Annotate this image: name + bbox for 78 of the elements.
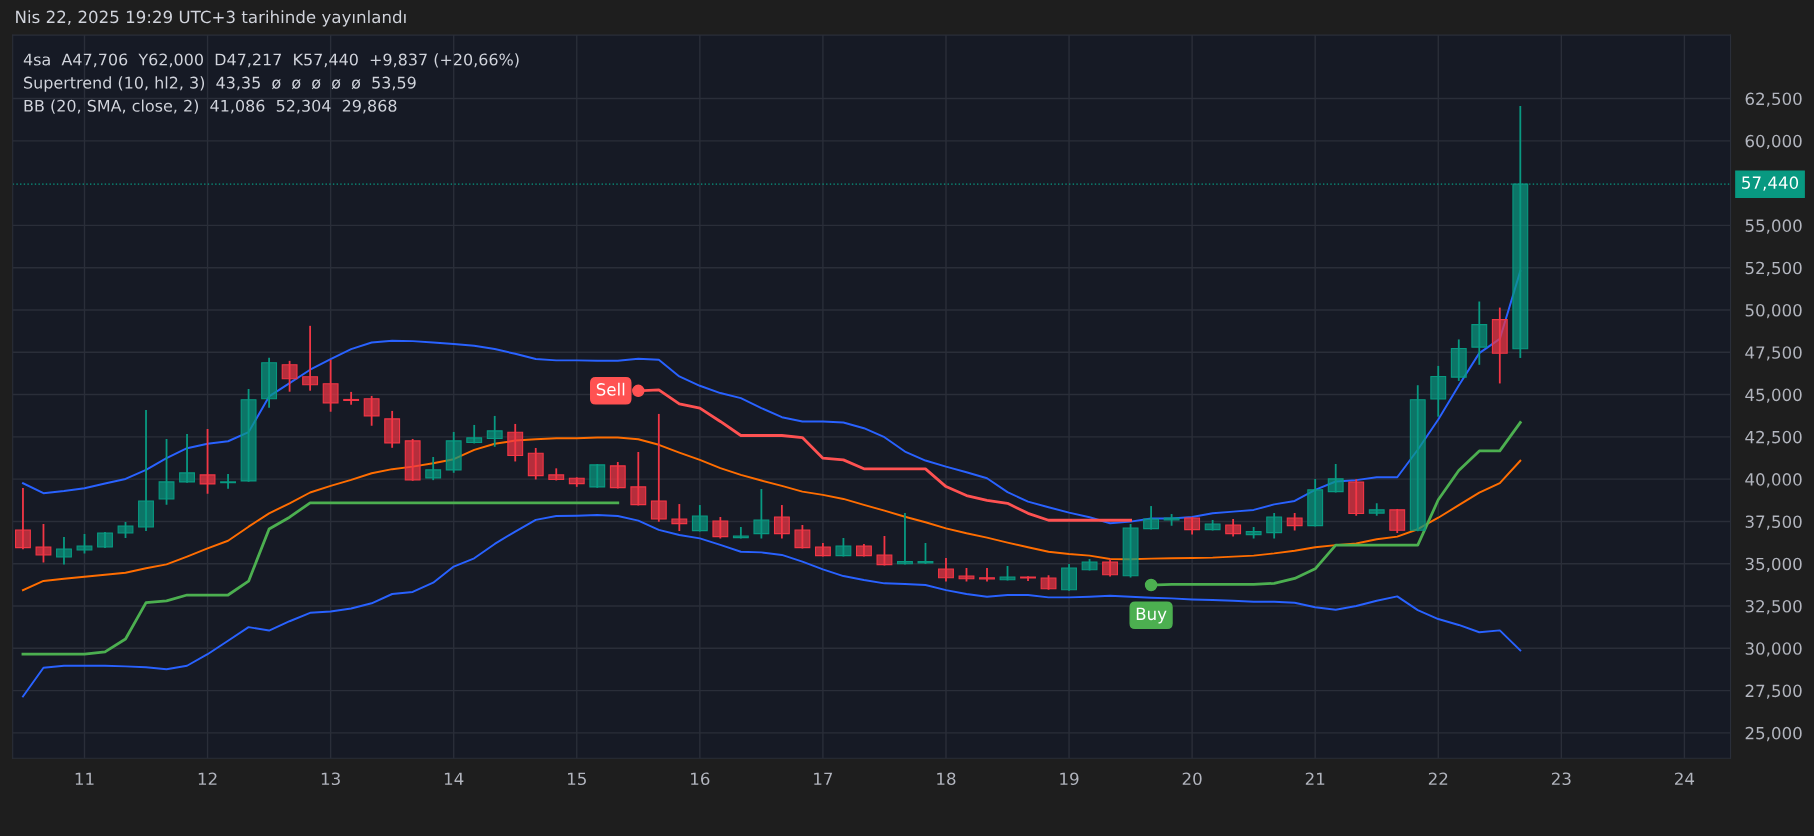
y-tick-label: 55,000 xyxy=(1745,219,1802,234)
candlestick xyxy=(1266,513,1283,539)
candlestick xyxy=(671,504,688,531)
candlestick xyxy=(1327,463,1344,493)
candlestick xyxy=(199,428,216,494)
x-tick-label: 23 xyxy=(1551,772,1571,786)
candlestick xyxy=(1471,301,1488,365)
candlestick xyxy=(1245,527,1262,539)
candlestick xyxy=(1143,506,1160,530)
annotation: BB (20, SMA, close, 2) 41,086 52,304 29,868 xyxy=(24,99,397,114)
chart-title: Nis 22, 2025 19:29 UTC+3 tarihinde yayınlandı xyxy=(16,10,406,27)
candlestick xyxy=(732,527,749,539)
y-tick-label: 35,000 xyxy=(1745,557,1802,572)
y-tick-label: 42,500 xyxy=(1745,430,1802,446)
x-tick-label: 17 xyxy=(814,772,833,785)
candlestick xyxy=(486,415,503,447)
annotation: 4sa A47,706 Y62,000 D47,217 K57,440 +9,837 (+20,66%) xyxy=(23,53,519,68)
candlestick xyxy=(527,447,544,480)
y-tick-label: 30,000 xyxy=(1745,642,1802,657)
annotation: Supertrend (10, hl2, 3) 43,35 ø ø ø ø ø 53,59 xyxy=(24,76,416,92)
candlestick xyxy=(322,359,339,412)
y-tick-label: 60,000 xyxy=(1745,134,1802,150)
y-tick-label: 45,000 xyxy=(1745,388,1802,403)
candlestick xyxy=(753,489,770,539)
line-series xyxy=(21,436,1522,592)
x-tick-label: 14 xyxy=(444,772,464,785)
annotation: Buy xyxy=(1136,607,1167,624)
x-tick-label: 20 xyxy=(1182,772,1202,786)
candlestick xyxy=(158,438,175,505)
candlestick xyxy=(1061,564,1077,591)
y-tick-label: 47,500 xyxy=(1745,346,1802,361)
candlestick xyxy=(794,525,811,549)
y-tick-label: 32,500 xyxy=(1745,599,1802,615)
candlestick xyxy=(897,513,913,565)
candlestick xyxy=(179,433,195,483)
x-tick-label: 12 xyxy=(198,772,217,785)
candlestick xyxy=(876,536,893,566)
x-tick-label: 19 xyxy=(1060,772,1079,786)
candlestick xyxy=(363,395,380,426)
y-tick-label: 40,000 xyxy=(1745,473,1802,488)
ref-line-label: 57,440 xyxy=(1742,176,1799,191)
x-tick-label: 13 xyxy=(321,772,340,786)
candlestick xyxy=(979,568,995,582)
y-tick-label: 37,500 xyxy=(1745,515,1802,530)
candlestick xyxy=(35,524,52,563)
y-tick-label: 27,500 xyxy=(1745,684,1802,699)
candlestick xyxy=(589,463,606,488)
y-tick-label: 52,500 xyxy=(1745,261,1802,276)
candlestick xyxy=(712,517,729,539)
y-tick-label: 25,000 xyxy=(1745,726,1802,742)
candlestick xyxy=(650,413,667,522)
y-tick-label: 50,000 xyxy=(1745,303,1802,319)
candlestick xyxy=(1389,508,1406,533)
candlestick xyxy=(507,423,524,462)
candlestick xyxy=(691,505,708,532)
line-series xyxy=(21,514,1522,698)
candlestick xyxy=(938,558,954,582)
x-tick-label: 16 xyxy=(691,772,710,786)
candlestick xyxy=(56,537,72,565)
candlestick xyxy=(220,473,237,489)
candlestick xyxy=(302,325,319,391)
x-tick-label: 18 xyxy=(937,772,956,786)
candlestick xyxy=(609,461,626,489)
x-tick-label: 22 xyxy=(1428,772,1448,785)
x-tick-label: 21 xyxy=(1305,772,1325,785)
x-tick-label: 24 xyxy=(1675,772,1695,785)
y-tick-label: 62,500 xyxy=(1745,92,1802,107)
candlestick xyxy=(343,391,360,405)
candlestick xyxy=(917,543,934,564)
candlestick xyxy=(281,360,298,392)
candlestick xyxy=(15,488,31,550)
candlestick xyxy=(630,451,647,506)
x-tick-label: 11 xyxy=(75,772,94,785)
candlestick xyxy=(773,505,790,539)
annotation: Sell xyxy=(596,382,625,396)
candlestick xyxy=(1430,365,1447,417)
candlestick xyxy=(425,456,442,481)
x-tick-label: 15 xyxy=(568,772,586,786)
